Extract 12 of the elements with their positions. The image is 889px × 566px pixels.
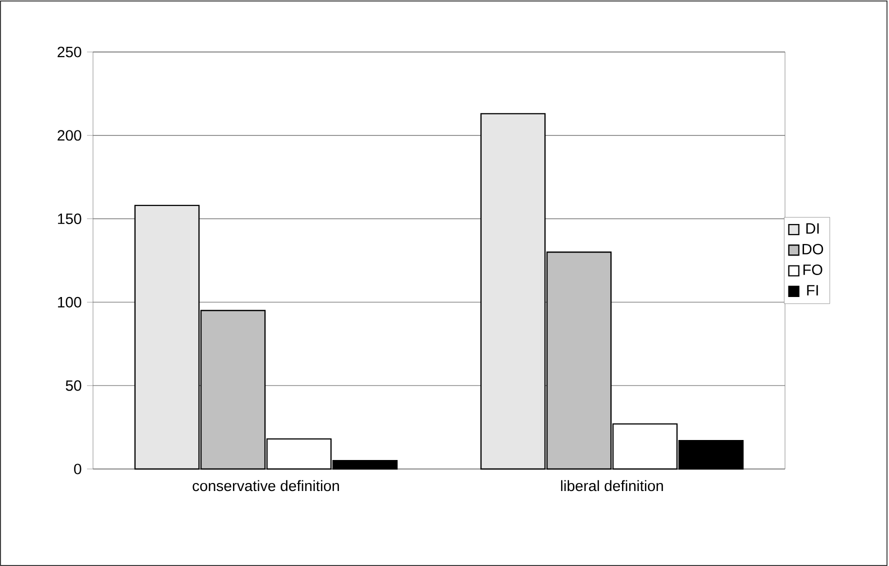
y-tick-label: 50 <box>66 380 82 391</box>
legend-label: DI <box>806 223 819 234</box>
x-tick-label: conservative definition <box>192 480 339 492</box>
y-tick-label: 150 <box>58 213 82 224</box>
y-tick-label: 250 <box>58 46 82 58</box>
legend-label: DO <box>802 244 824 254</box>
x-tick-label: liberal definition <box>561 480 663 492</box>
legend-label: FO <box>803 264 822 276</box>
legend-label: FI <box>807 285 818 296</box>
y-tick-label: 0 <box>74 464 82 474</box>
y-tick-label: 100 <box>58 296 82 308</box>
y-tick-label: 200 <box>58 130 82 141</box>
